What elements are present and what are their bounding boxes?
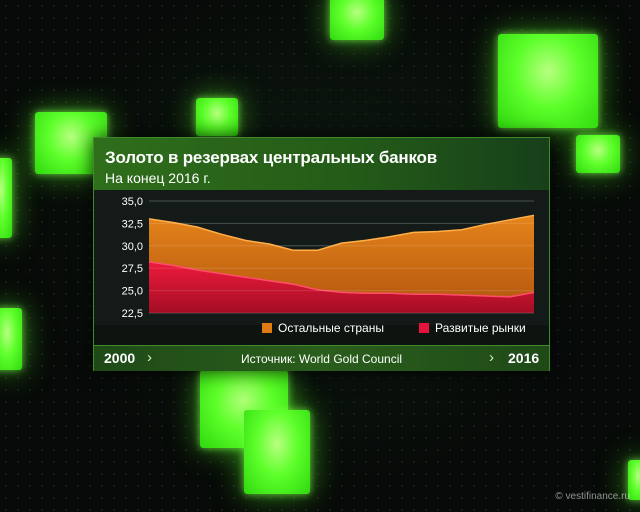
decorative-cube (244, 410, 310, 494)
decorative-cube (330, 0, 384, 40)
decorative-cube (0, 308, 22, 370)
source-note: Источник: World Gold Council (240, 352, 403, 366)
chart-title: Золото в резервах центральных банков (105, 148, 437, 167)
legend-item-developed-markets: Развитые рынки (419, 319, 526, 337)
decorative-cube (498, 34, 598, 128)
decorative-cube (628, 460, 640, 500)
area-chart: 35,0 32,5 30,0 27,5 25,0 22,5 (122, 196, 535, 320)
y-tick-label: 25,0 (122, 286, 143, 298)
decorative-cube (0, 158, 12, 238)
line-series-developed-markets (148, 261, 535, 298)
y-tick-label: 32,5 (122, 218, 143, 230)
y-tick-label: 27,5 (122, 263, 143, 275)
timeline-footer: 2000 › Источник: World Gold Council › 20… (94, 345, 549, 371)
decorative-cube (576, 135, 620, 173)
decorative-cube (196, 98, 238, 136)
watermark: © vestifinance.ru (555, 491, 630, 502)
legend-swatch-developed-markets (419, 323, 429, 333)
legend-item-other-countries: Остальные страны (262, 319, 384, 337)
plot-area: 35,0 32,5 30,0 27,5 25,0 22,5 (94, 190, 549, 325)
area-series-developed-markets (149, 261, 534, 313)
chevron-right-icon: › (147, 349, 152, 366)
start-year: 2000 (104, 350, 136, 366)
y-tick-label: 35,0 (122, 196, 143, 208)
chart-subtitle: На конец 2016 г. (105, 170, 211, 186)
legend-swatch-other-countries (262, 323, 272, 333)
y-tick-label: 30,0 (122, 241, 143, 253)
line-series-other-countries (148, 214, 535, 252)
end-year: 2016 (508, 350, 540, 366)
chart-card: Золото в резервах центральных банков На … (93, 137, 550, 371)
legend-label-other-countries: Остальные страны (278, 321, 384, 335)
y-tick-label: 22,5 (122, 308, 143, 320)
legend-label-developed-markets: Развитые рынки (435, 321, 526, 335)
chevron-right-icon: › (489, 349, 494, 366)
chart-header: Золото в резервах центральных банков На … (94, 138, 549, 190)
